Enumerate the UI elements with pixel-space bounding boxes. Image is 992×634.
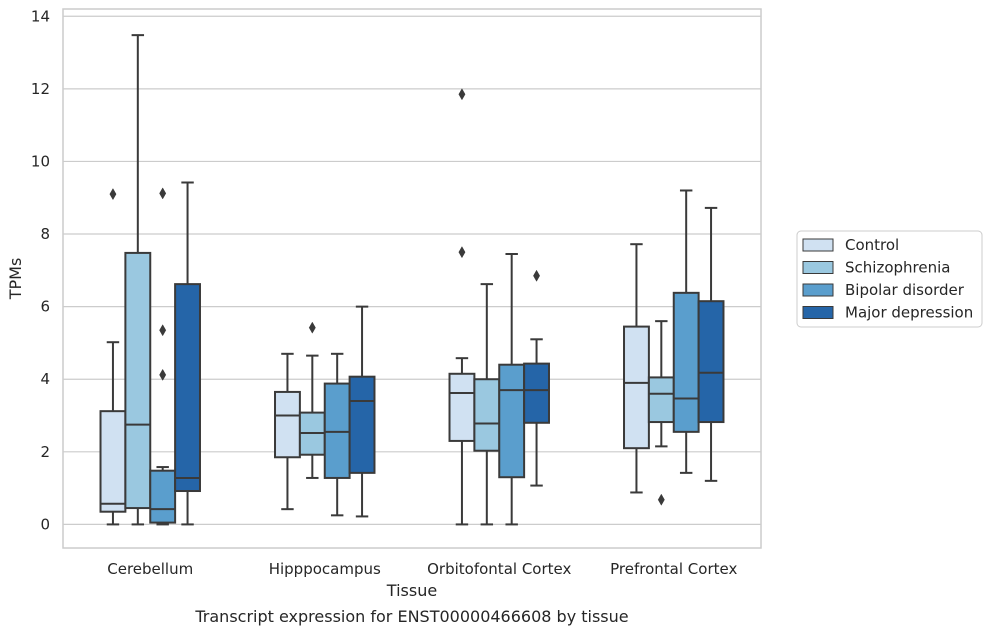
y-axis: 0 2 4 6 8 10 12 14 <box>31 7 50 533</box>
box-iqr <box>498 363 526 479</box>
y-tick-label: 4 <box>40 370 50 388</box>
y-axis-label: TPMs <box>6 258 25 301</box>
box-iqr <box>623 325 650 450</box>
outlier-point <box>458 88 466 101</box>
box-iqr <box>697 300 725 424</box>
box-iqr <box>647 376 675 424</box>
box <box>323 352 351 517</box>
box-iqr <box>473 378 501 452</box>
box <box>99 188 127 526</box>
boxes <box>99 34 725 526</box>
x-tick-label: Orbitofontal Cortex <box>427 560 571 578</box>
box-iqr <box>124 251 152 510</box>
box <box>348 305 376 518</box>
y-tick-label: 14 <box>31 7 50 25</box>
outlier-point <box>109 188 117 201</box>
legend-swatch <box>802 306 834 319</box>
x-tick-label: Cerebellum <box>107 560 193 578</box>
box-iqr <box>274 390 301 459</box>
legend-label: Major depression <box>845 304 973 322</box>
x-tick-label: Prefrontal Cortex <box>610 560 737 578</box>
y-tick-label: 0 <box>40 515 50 533</box>
x-tick-label: Hipppocampus <box>269 560 381 578</box>
y-tick-label: 8 <box>40 225 50 243</box>
box <box>124 34 152 526</box>
legend-swatch <box>802 238 834 252</box>
box <box>174 181 201 526</box>
legend-label: Bipolar disorder <box>845 281 965 299</box>
box-iqr <box>149 469 177 524</box>
outlier-point <box>657 493 665 506</box>
legend: Control Schizophrenia Bipolar disorder Majo… <box>796 230 983 328</box>
legend-swatch <box>802 261 834 274</box>
box-iqr <box>448 372 476 442</box>
legend-label: Schizophrenia <box>845 259 950 277</box>
chart-title: Transcript expression for ENST0000046660… <box>194 607 628 626</box>
box-iqr <box>323 382 351 479</box>
box <box>523 269 550 487</box>
outlier-point <box>458 246 466 259</box>
box-iqr <box>174 283 201 493</box>
y-tick-label: 2 <box>40 443 50 461</box>
box-iqr <box>99 410 127 513</box>
box <box>623 243 650 494</box>
box-iqr <box>348 375 376 474</box>
y-tick-label: 10 <box>31 152 50 170</box>
x-axis-label: Tissue <box>386 581 437 600</box>
box-iqr <box>523 362 550 424</box>
box <box>448 88 476 526</box>
outlier-point <box>159 368 167 381</box>
outlier-point <box>308 321 316 334</box>
legend-swatch <box>802 283 834 297</box>
y-tick-label: 6 <box>40 298 50 316</box>
box <box>473 283 501 526</box>
box <box>149 187 177 526</box>
box <box>274 352 301 511</box>
legend-frame <box>796 230 983 328</box>
box-iqr <box>672 291 700 433</box>
outlier-point <box>533 269 540 282</box>
outlier-point <box>159 324 167 337</box>
legend-label: Control <box>845 236 899 254</box>
box <box>647 320 675 506</box>
plot-frame <box>62 8 762 549</box>
outlier-point <box>159 187 167 200</box>
x-axis: Cerebellum Hipppocampus Orbitofontal Corte… <box>107 560 737 578</box>
box <box>697 206 725 482</box>
y-tick-label: 12 <box>31 80 50 98</box>
